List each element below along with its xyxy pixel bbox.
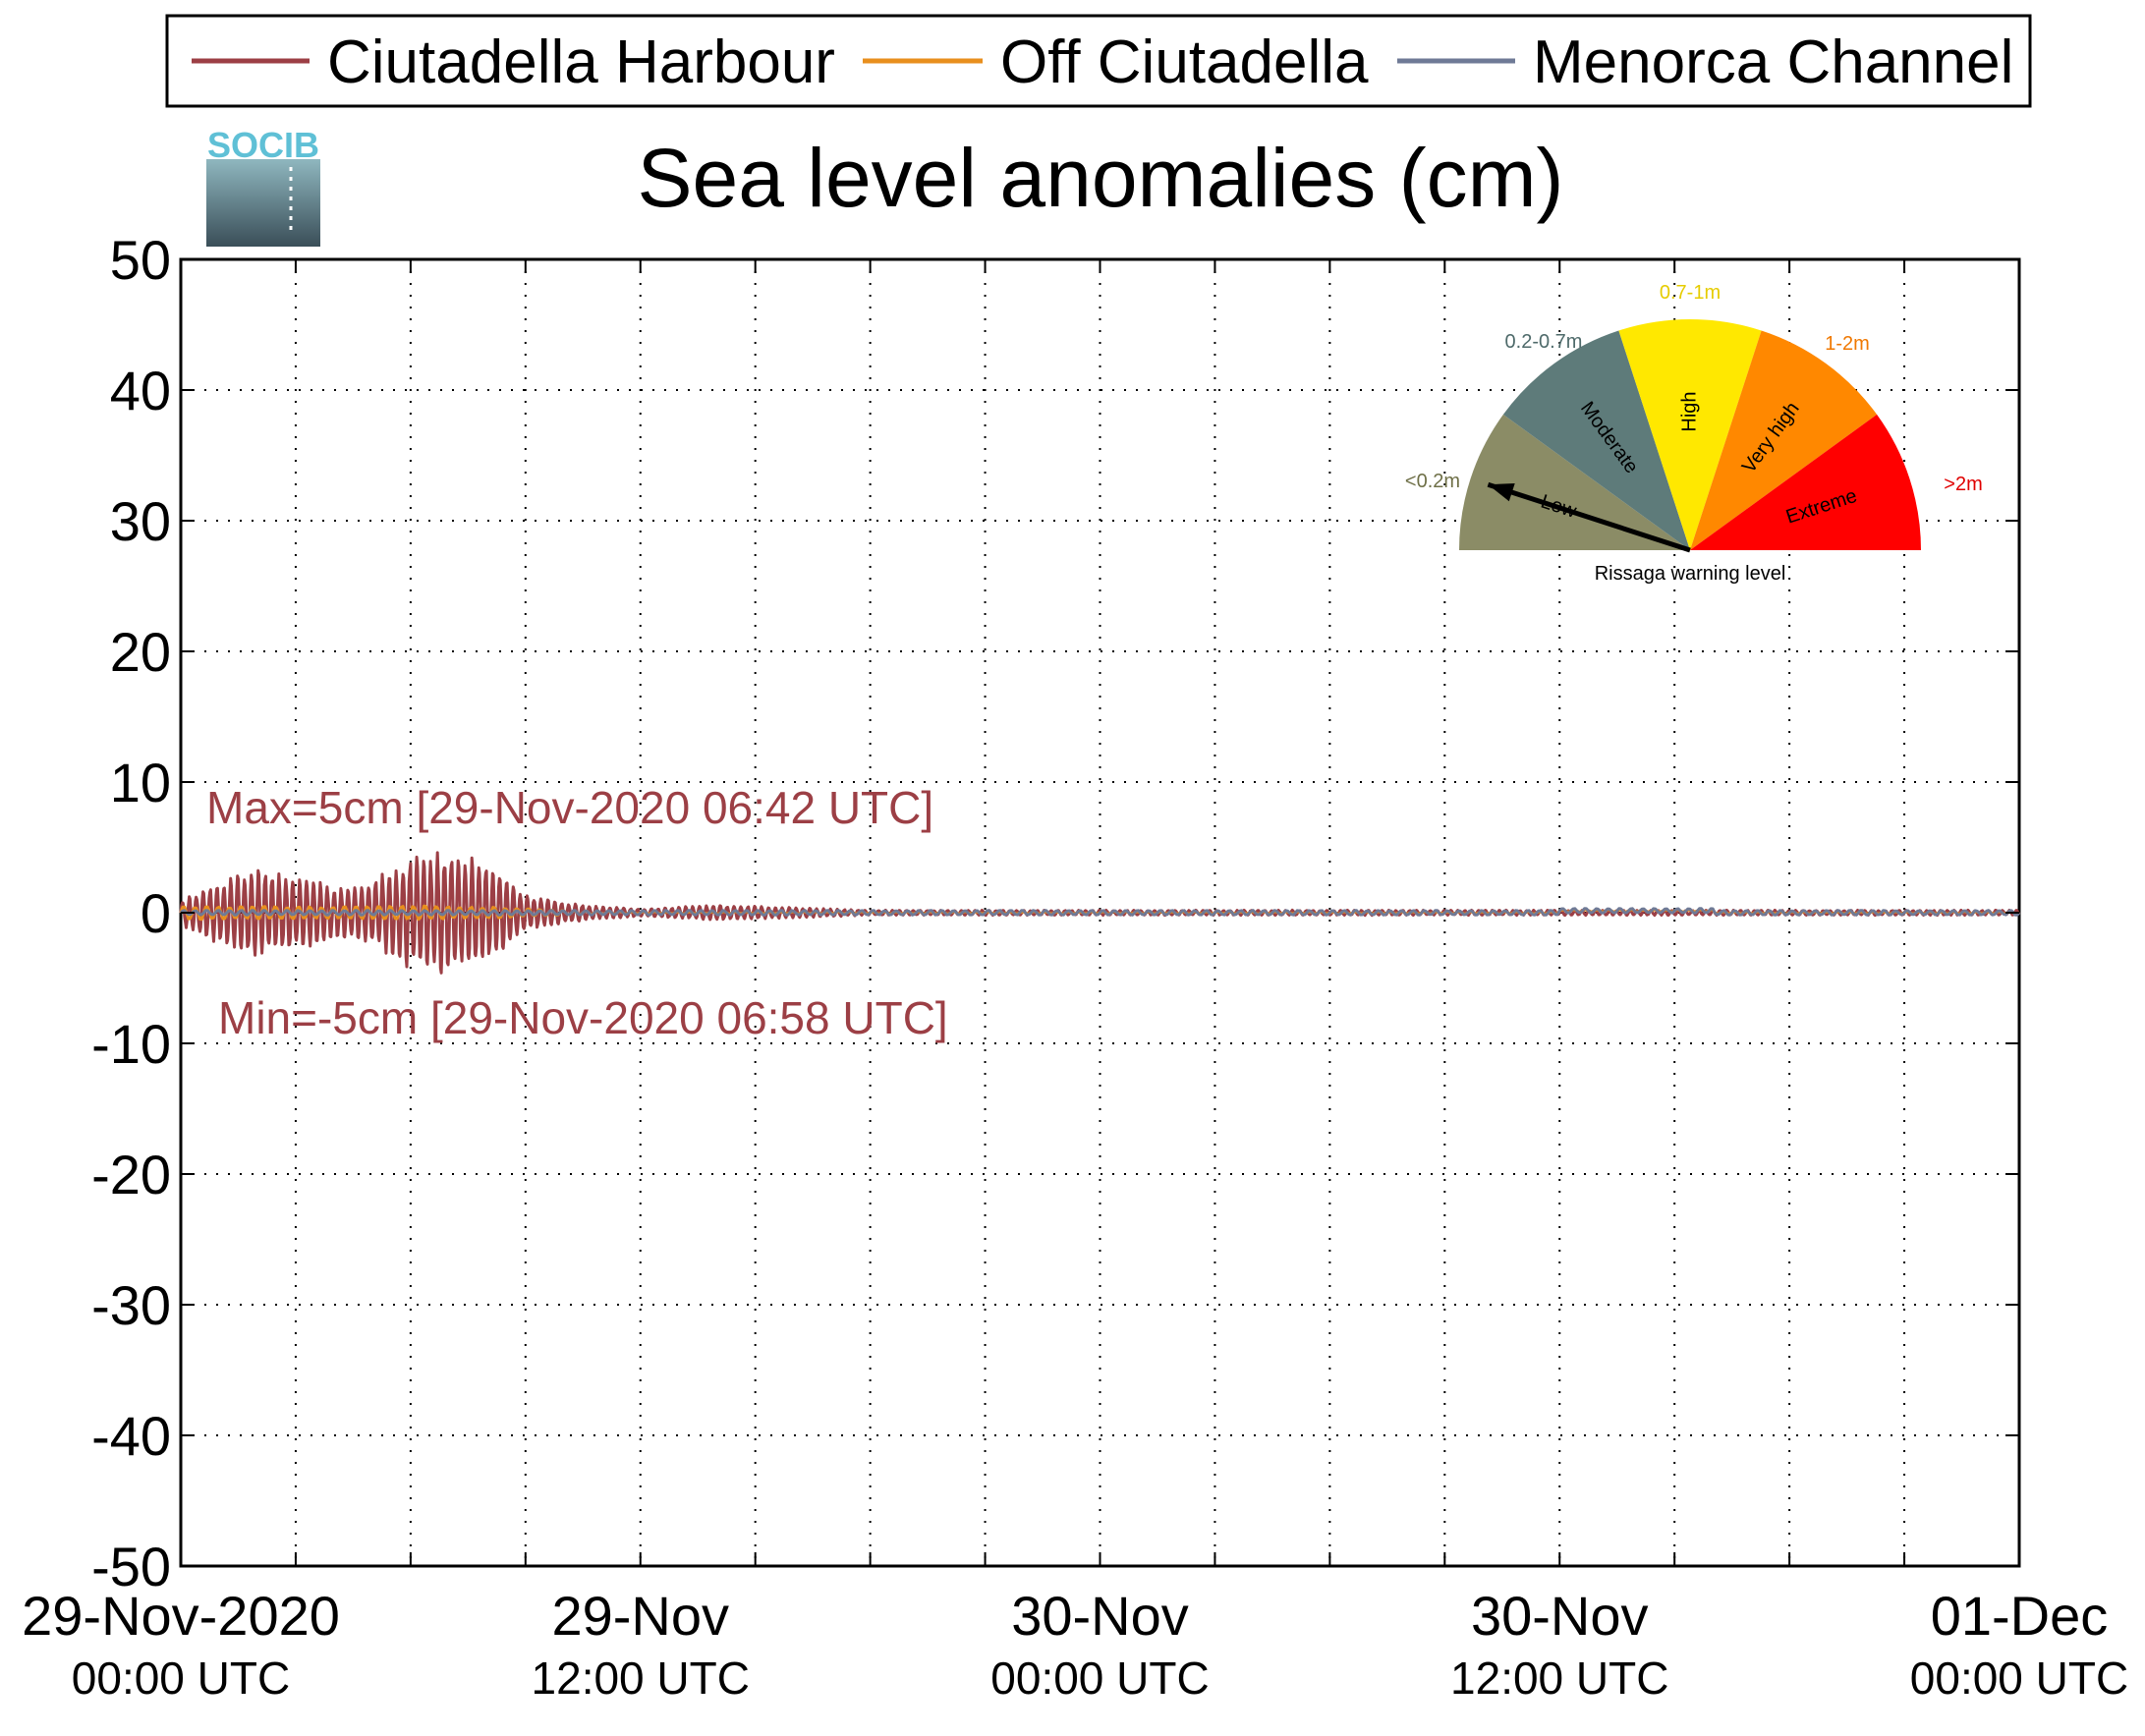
gauge-sector-low	[1459, 414, 1690, 550]
min-annotation: Min=-5cm [29-Nov-2020 06:58 UTC]	[218, 992, 948, 1043]
y-tick-label: 10	[110, 752, 171, 813]
socib-logo: SOCIB	[206, 125, 320, 247]
series-line-menorca-channel	[179, 907, 2021, 917]
y-tick-label: 30	[110, 490, 171, 552]
y-tick-label: 20	[110, 621, 171, 683]
gauge-range-label: 1-2m	[1825, 333, 1870, 355]
gauge-needle-arrowhead	[1488, 483, 1515, 502]
gauge-caption: Rissaga warning level	[1595, 563, 1786, 585]
y-tick-label: 50	[110, 229, 171, 291]
gauge-sector-moderate	[1502, 330, 1690, 550]
legend-label-ciutadella-harbour: Ciutadella Harbour	[327, 28, 835, 96]
gauge-needle	[1487, 481, 1691, 553]
chart-title: Sea level anomalies (cm)	[637, 132, 1563, 224]
x-tick-label-date: 01-Dec	[1931, 1585, 2109, 1647]
series-group	[179, 851, 2021, 975]
x-tick-label-time: 12:00 UTC	[532, 1652, 750, 1704]
x-tick-label-date: 30-Nov	[1011, 1585, 1189, 1647]
gauge-range-label: 0.2-0.7m	[1505, 331, 1583, 353]
y-tick-label: 0	[141, 882, 171, 944]
y-tick-label: -10	[91, 1013, 171, 1075]
y-tick-label: -30	[91, 1274, 171, 1336]
x-tick-label-date: 29-Nov	[551, 1585, 729, 1647]
legend-label-menorca-channel: Menorca Channel	[1533, 28, 2013, 96]
x-tick-label-time: 00:00 UTC	[72, 1652, 290, 1704]
logo-text: SOCIB	[207, 125, 319, 165]
x-tick-label-date: 29-Nov-2020	[22, 1585, 340, 1647]
x-tick-label-time: 00:00 UTC	[990, 1652, 1209, 1704]
gauge-range-label: <0.2m	[1405, 471, 1460, 492]
legend-box	[165, 14, 2032, 108]
logo-block	[206, 159, 320, 247]
x-tick-label-date: 30-Nov	[1471, 1585, 1649, 1647]
gauge-range-label: >2m	[1944, 474, 1982, 495]
y-tick-label: 40	[110, 360, 171, 421]
legend: Ciutadella Harbour Off Ciutadella Menorc…	[165, 14, 2032, 108]
gauge-sector-very-high	[1690, 330, 1878, 550]
gauge-range-label: 0.7-1m	[1660, 282, 1721, 304]
y-axis: 50 40 30 20 10 0 -10 -20 -30 -40 -50	[91, 229, 2019, 1597]
x-tick-label-time: 00:00 UTC	[1910, 1652, 2128, 1704]
y-tick-label: -40	[91, 1405, 171, 1467]
legend-label-off-ciutadella: Off Ciutadella	[1000, 28, 1369, 96]
y-tick-label: -50	[91, 1536, 171, 1597]
gauge-sector-high	[1618, 319, 1762, 550]
x-tick-label-time: 12:00 UTC	[1450, 1652, 1668, 1704]
max-annotation: Max=5cm [29-Nov-2020 06:42 UTC]	[206, 782, 933, 833]
y-tick-label: -20	[91, 1144, 171, 1205]
gauge-sector-extreme	[1690, 414, 1921, 550]
gauge-sector-label: High	[1678, 391, 1700, 431]
